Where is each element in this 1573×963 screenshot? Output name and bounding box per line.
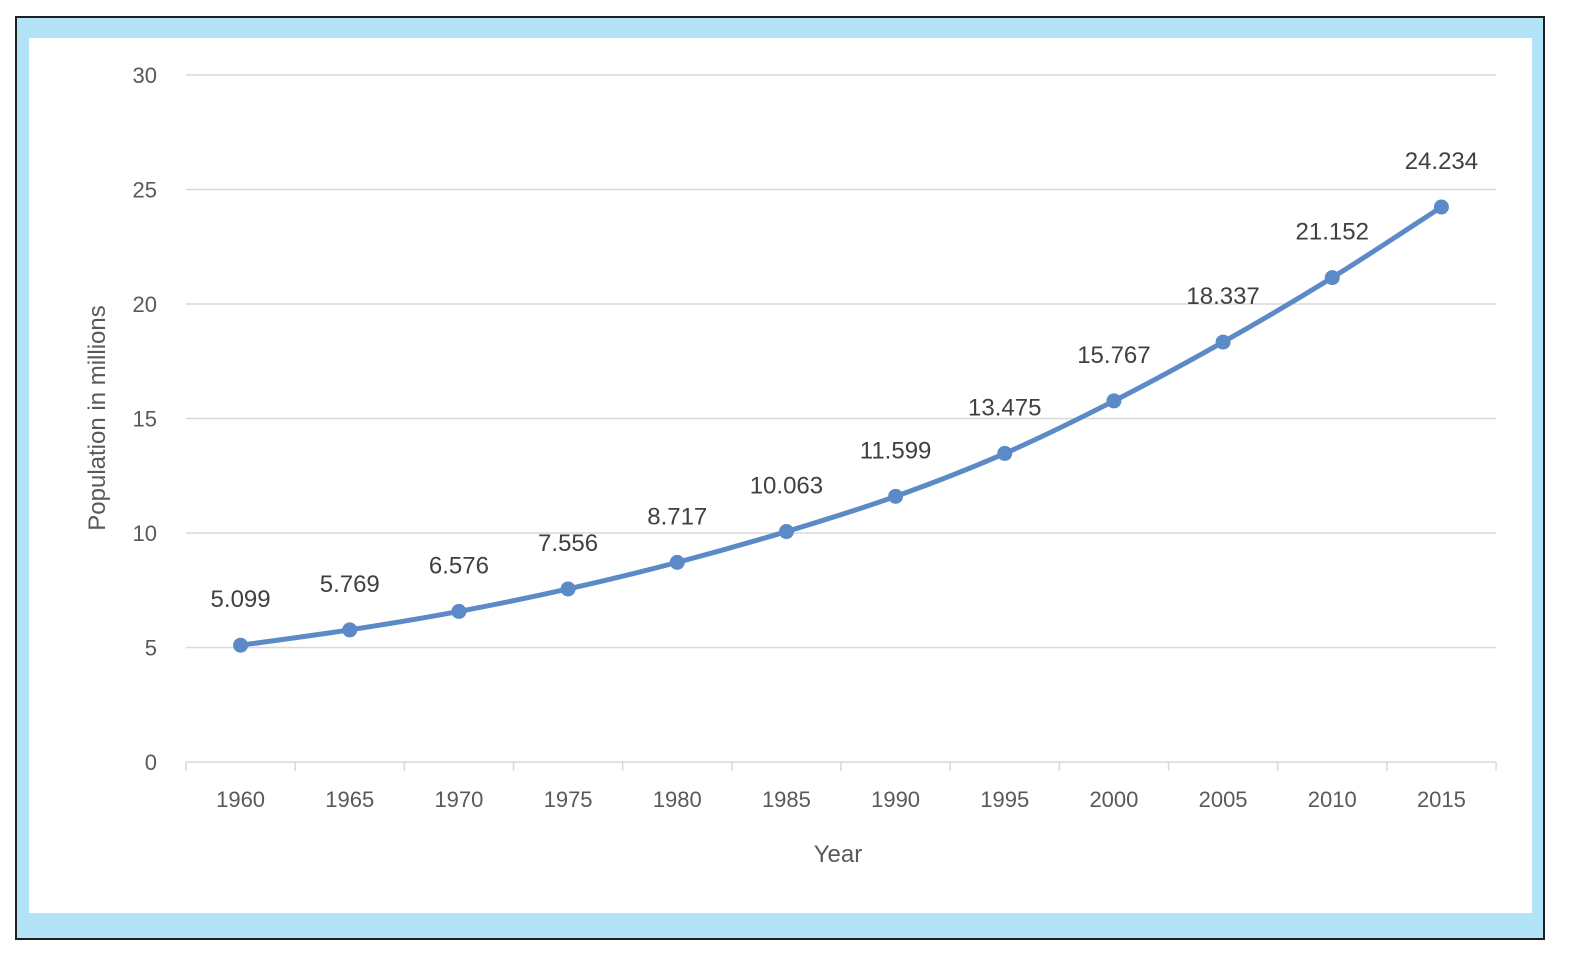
data-point-marker	[778, 524, 794, 540]
data-point-marker	[233, 637, 249, 653]
data-labels: 5.099 5.769 6.576 7.556 8.717 10.063 11.599 13.…	[211, 148, 1479, 613]
y-tick-label: 30	[133, 63, 157, 88]
y-tick-label: 5	[145, 636, 157, 661]
y-tick-label: 25	[133, 178, 157, 203]
data-label: 8.717	[647, 503, 707, 530]
x-tick-label: 1975	[544, 787, 593, 812]
x-axis	[185, 761, 1497, 771]
data-point-marker	[1106, 393, 1122, 409]
data-label: 11.599	[860, 437, 932, 464]
series-line	[238, 204, 1444, 648]
data-point-marker	[1324, 270, 1340, 286]
x-tick-label: 2015	[1417, 787, 1466, 812]
data-label: 15.767	[1077, 342, 1150, 369]
y-axis-tick-labels: 0 5 10 15 20 25 30	[133, 63, 157, 775]
x-tick-label: 1995	[980, 787, 1029, 812]
data-point-marker	[997, 445, 1013, 461]
series-line-group	[233, 199, 1449, 653]
data-label: 21.152	[1296, 219, 1369, 246]
data-label: 13.475	[968, 394, 1041, 421]
gridlines	[186, 74, 1496, 649]
x-axis-tick-labels: 1960 1965 1970 1975 1980 1985 1990 1995 2000 2005…	[216, 787, 1466, 812]
x-tick-label: 1980	[653, 787, 702, 812]
data-label: 6.576	[429, 552, 489, 579]
plot-panel	[29, 38, 1532, 913]
y-tick-label: 15	[133, 407, 157, 432]
data-point-marker	[342, 622, 358, 638]
chart-frame	[15, 16, 1545, 940]
x-tick-label: 1970	[434, 787, 483, 812]
data-label: 5.099	[211, 586, 271, 613]
data-label: 5.769	[320, 571, 380, 598]
data-point-marker	[669, 554, 685, 570]
data-label: 24.234	[1405, 148, 1478, 175]
y-tick-label: 0	[145, 750, 157, 775]
data-point-marker	[888, 488, 904, 504]
y-tick-label: 20	[133, 292, 157, 317]
x-tick-label: 1965	[325, 787, 374, 812]
x-tick-label: 1990	[871, 787, 920, 812]
data-point-marker	[1215, 334, 1231, 350]
x-tick-label: 1985	[762, 787, 811, 812]
x-tick-label: 2000	[1089, 787, 1138, 812]
data-label: 10.063	[750, 473, 823, 500]
y-tick-label: 10	[133, 521, 157, 546]
data-point-marker	[1433, 199, 1449, 215]
data-label: 18.337	[1186, 283, 1259, 310]
x-tick-label: 2005	[1199, 787, 1248, 812]
data-point-marker	[560, 581, 576, 597]
y-axis-title: Population in millions	[84, 305, 111, 530]
data-point-marker	[451, 603, 467, 619]
data-label: 7.556	[538, 530, 598, 557]
x-axis-title: Year	[814, 841, 863, 868]
x-tick-label: 2010	[1308, 787, 1357, 812]
x-tick-label: 1960	[216, 787, 265, 812]
